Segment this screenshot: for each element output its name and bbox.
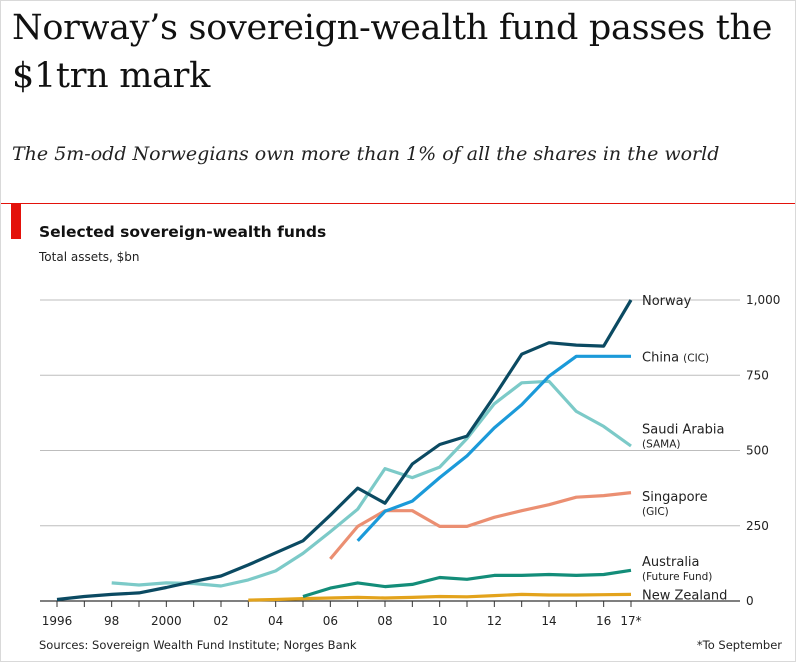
- x-tick-label: 17*: [620, 614, 641, 628]
- red-rule: [0, 203, 796, 204]
- headline: Norway’s sovereign-wealth fund passes th…: [12, 8, 773, 96]
- x-tick-label: 16: [596, 614, 611, 628]
- x-tick-label: 02: [213, 614, 228, 628]
- y-tick-label: 0: [746, 594, 754, 608]
- legend-label: New Zealand: [642, 588, 727, 603]
- x-tick-label: 06: [323, 614, 338, 628]
- series-line-china-cic: [356, 354, 631, 542]
- x-tick-label: 10: [432, 614, 447, 628]
- chart-title: Selected sovereign-wealth funds: [39, 223, 327, 241]
- legend-sublabel: (Future Fund): [642, 571, 712, 583]
- series-line-singapore-gic: [329, 491, 632, 560]
- series-line-norway: [56, 299, 633, 602]
- legend-label: Australia: [642, 555, 700, 570]
- red-tab-marker: [11, 204, 21, 239]
- legend-label: Saudi Arabia: [642, 422, 725, 437]
- legend-label: Norway: [642, 294, 692, 309]
- legend-sublabel: (GIC): [642, 506, 669, 518]
- legend-label: China (CIC): [642, 350, 709, 365]
- x-tick-label: 12: [487, 614, 502, 628]
- legend-label: Singapore: [642, 490, 708, 505]
- series-line-new-zealand: [248, 592, 632, 602]
- y-tick-label: 250: [746, 519, 769, 533]
- series-line-australia-future-fund: [302, 568, 632, 599]
- y-tick-label: 1,000: [746, 293, 780, 307]
- x-tick-label: 04: [268, 614, 283, 628]
- x-tick-label: 14: [541, 614, 556, 628]
- x-tick-label: 1996: [42, 614, 73, 628]
- series-line-saudi-arabia-sama: [111, 379, 632, 588]
- legend-sublabel: (SAMA): [642, 438, 680, 450]
- x-tick-label: 08: [377, 614, 392, 628]
- subheadline: The 5m-odd Norwegians own more than 1% o…: [12, 143, 720, 165]
- x-tick-label: 98: [104, 614, 119, 628]
- source-note: Sources: Sovereign Wealth Fund Institute…: [39, 638, 357, 652]
- footnote: *To September: [696, 638, 782, 652]
- x-tick-label: 2000: [151, 614, 182, 628]
- y-tick-label: 750: [746, 368, 769, 382]
- y-tick-label: 500: [746, 444, 769, 458]
- chart-subtitle: Total assets, $bn: [39, 250, 140, 264]
